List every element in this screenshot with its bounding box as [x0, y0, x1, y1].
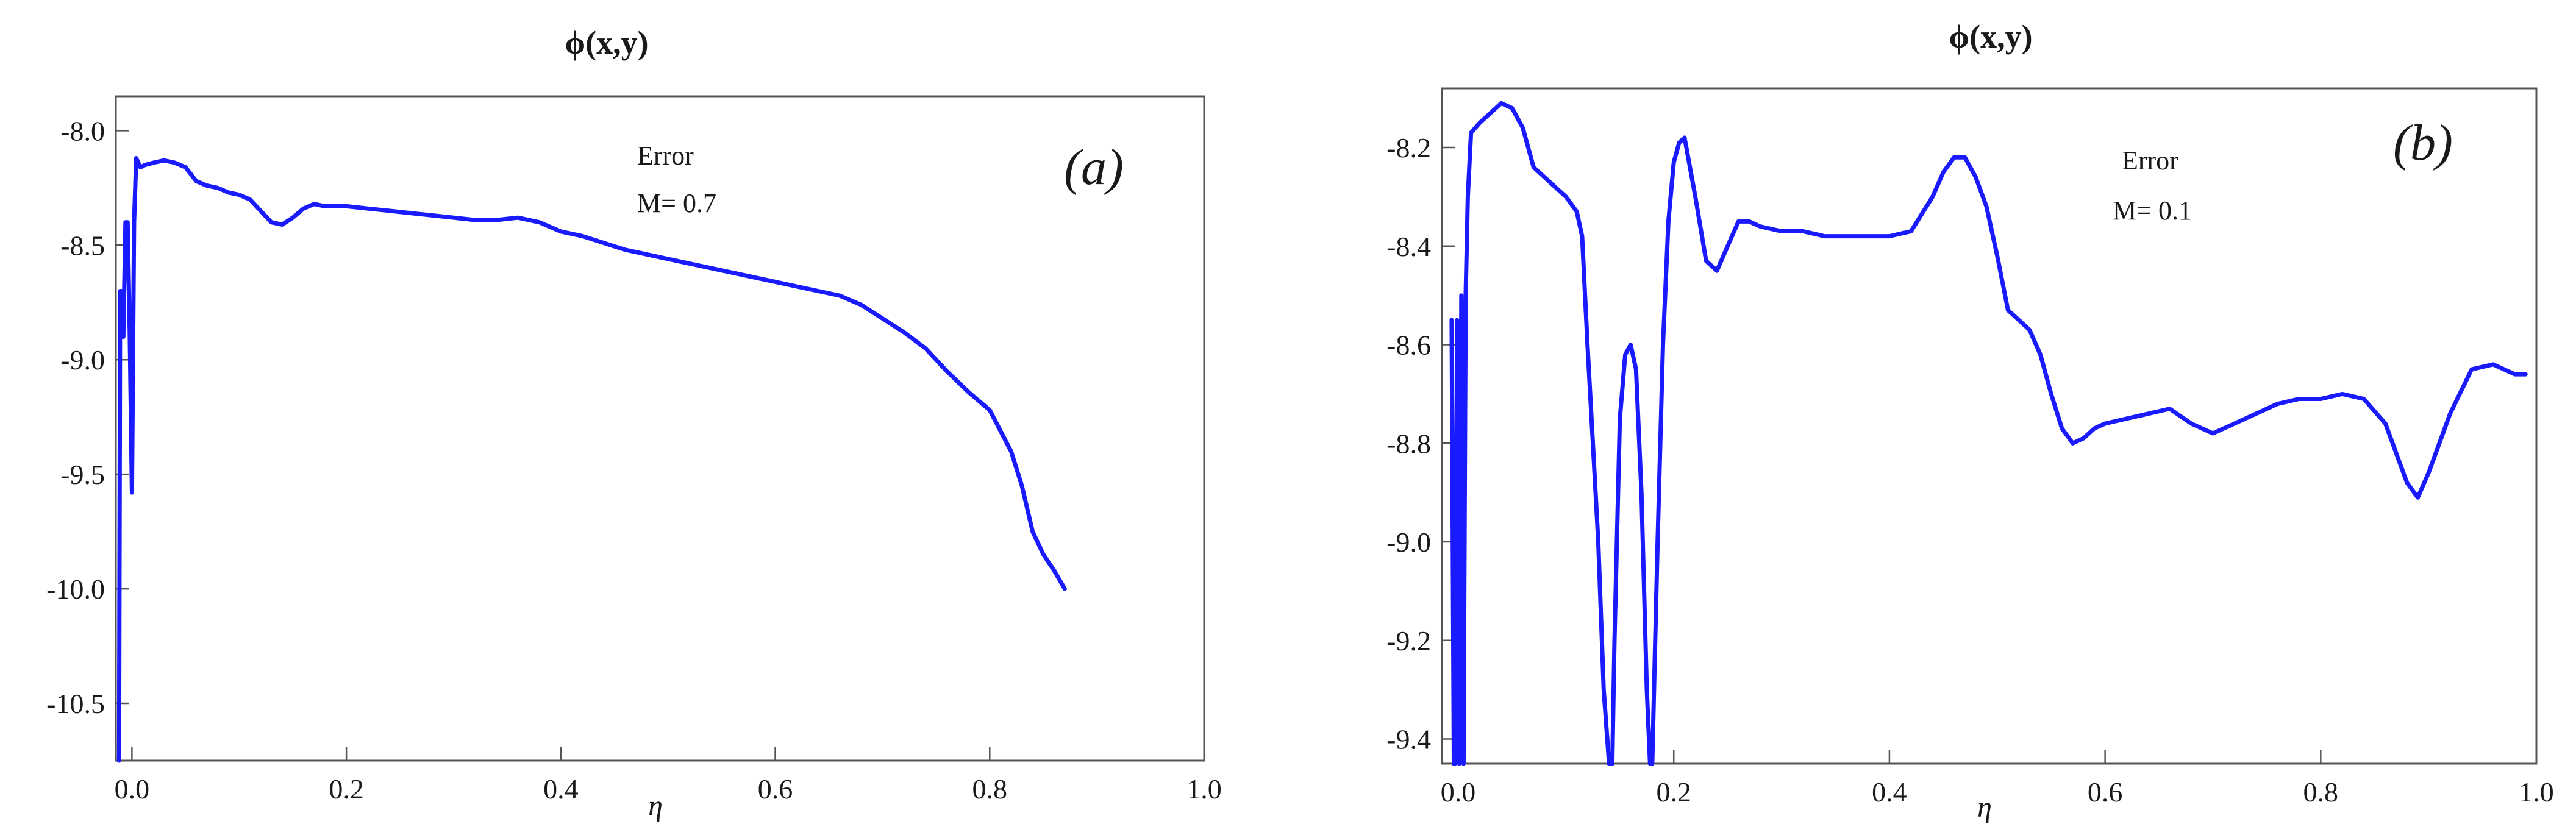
chart-a-y-tick-label: -8.0: [60, 115, 105, 146]
chart-b-x-tick-label: 0.6: [2088, 776, 2123, 808]
chart-b-title: ϕ(x,y): [1949, 18, 2032, 55]
chart-a-x-tick-label: 1.0: [1186, 773, 1222, 805]
chart-b-y-ticks: -8.2 -8.4 -8.6 -8.8 -9.0 -9.2 -9.4: [1386, 132, 1455, 755]
chart-a-annotation-m: M= 0.7: [637, 188, 716, 218]
chart-b-y-tick-label: -8.8: [1386, 428, 1431, 459]
chart-a-x-tick-label: 0.4: [543, 773, 579, 805]
chart-a-y-tick-label: -9.5: [60, 459, 105, 490]
chart-a-plot-frame: [115, 95, 1205, 762]
chart-a-title: ϕ(x,y): [565, 24, 648, 61]
chart-b-x-tick-label: 0.2: [1656, 776, 1691, 808]
chart-a-x-tick-label: 0.8: [972, 773, 1008, 805]
chart-a-x-axis-label: η: [648, 790, 663, 822]
chart-b-plot-frame: [1441, 87, 2538, 765]
chart-b-y-tick-label: -9.4: [1386, 724, 1431, 755]
chart-b-x-tick-label: 0.0: [1441, 776, 1476, 808]
chart-b-y-tick-label: -9.2: [1386, 625, 1431, 656]
chart-b-x-ticks: 0.0 0.2 0.4 0.6 0.8 1.0: [1441, 750, 2554, 808]
chart-b-series-group: [1449, 101, 2528, 766]
chart-a-y-tick-label: -10.5: [46, 688, 105, 719]
chart-a-annotation-error: Error: [637, 141, 694, 171]
chart-b-x-axis-label: η: [1977, 791, 1992, 823]
chart-b-y-tick-label: -8.6: [1386, 330, 1431, 361]
chart-a-x-ticks: 0.0 0.2 0.4 0.6 0.8 1.0: [115, 747, 1222, 805]
chart-b-y-tick-label: -9.0: [1386, 527, 1431, 558]
chart-a-y-tick-label: -9.0: [60, 344, 105, 375]
chart-b-annotation-m: M= 0.1: [2113, 196, 2192, 226]
chart-a-y-tick-label: -8.5: [60, 230, 105, 261]
chart-a-series-line-0: [116, 156, 1067, 763]
chart-b-x-tick-label: 0.8: [2303, 776, 2339, 808]
chart-b-series-line-0: [1449, 101, 2528, 766]
chart-b-annotation-error: Error: [2122, 146, 2178, 176]
chart-a-y-ticks: -8.0 -8.5 -9.0 -9.5 -10.0 -10.5: [46, 115, 129, 719]
chart-a-x-tick-label: 0.2: [329, 773, 364, 805]
chart-a-x-tick-label: 0.6: [758, 773, 793, 805]
chart-a-panel-label: (a): [1064, 139, 1124, 196]
chart-b-y-tick-label: -8.4: [1386, 231, 1431, 262]
chart-a-y-tick-label: -10.0: [46, 574, 105, 605]
chart-b-y-tick-label: -8.2: [1386, 132, 1431, 163]
chart-b-x-tick-label: 1.0: [2519, 776, 2554, 808]
chart-a-x-tick-label: 0.0: [115, 773, 150, 805]
chart-b-panel-label: (b): [2393, 115, 2453, 171]
chart-panel-b: ϕ(x,y) -8.2-8.4-8.6-8.8-9.0-9.2-9.4 0.0 0…: [1386, 18, 2554, 823]
chart-a-series-group: [116, 156, 1067, 763]
chart-b-x-tick-label: 0.4: [1872, 776, 1907, 808]
chart-panel-a: ϕ(x,y) -8.0 -8.5 -9.0 -9.5 -10.0 -10.5 0.0 0.2…: [46, 24, 1222, 822]
